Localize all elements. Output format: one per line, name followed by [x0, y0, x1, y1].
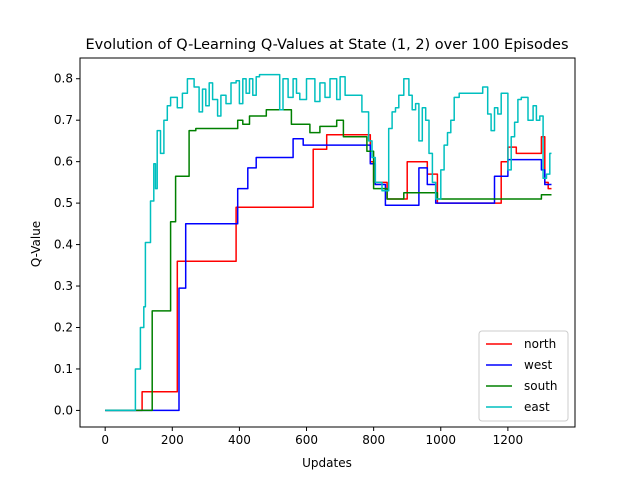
y-tick-label: 0.1: [54, 362, 73, 376]
x-tick-label: 800: [362, 433, 385, 447]
legend-label-north: north: [524, 337, 556, 351]
y-tick-label: 0.8: [54, 72, 73, 86]
legend-label-east: east: [524, 400, 550, 414]
series-line-east: [105, 73, 552, 412]
x-axis-label: Updates: [302, 456, 352, 470]
series-line-south: [105, 109, 552, 412]
legend-label-west: west: [524, 358, 552, 372]
y-tick-label: 0.5: [54, 196, 73, 210]
plot-area: 0 200 400 600 800 1000 1200 0.0 0.1 0.2 0.3 0.4 0.5 0…: [54, 57, 576, 447]
chart-title: Evolution of Q-Learning Q-Values at Stat…: [85, 37, 568, 53]
x-tick-label: 1200: [493, 433, 524, 447]
y-tick-label: 0.0: [54, 403, 73, 417]
x-tick-label: 200: [161, 433, 184, 447]
x-tick-label: 1000: [425, 433, 456, 447]
y-tick-label: 0.6: [54, 155, 73, 169]
y-tick-label: 0.3: [54, 279, 73, 293]
legend-box: [478, 330, 569, 422]
legend-label-south: south: [524, 379, 558, 393]
y-tick-label: 0.2: [54, 320, 73, 334]
y-tick-label: 0.4: [54, 238, 73, 252]
y-tick-label: 0.7: [54, 113, 73, 127]
x-tick-label: 600: [295, 433, 318, 447]
series-line-north: [105, 133, 552, 412]
y-axis-label: Q-Value: [29, 221, 43, 267]
plot-frame: [79, 57, 576, 428]
x-tick-label: 400: [228, 433, 251, 447]
x-tick-label: 0: [101, 433, 109, 447]
legend: north west south east: [478, 330, 569, 422]
